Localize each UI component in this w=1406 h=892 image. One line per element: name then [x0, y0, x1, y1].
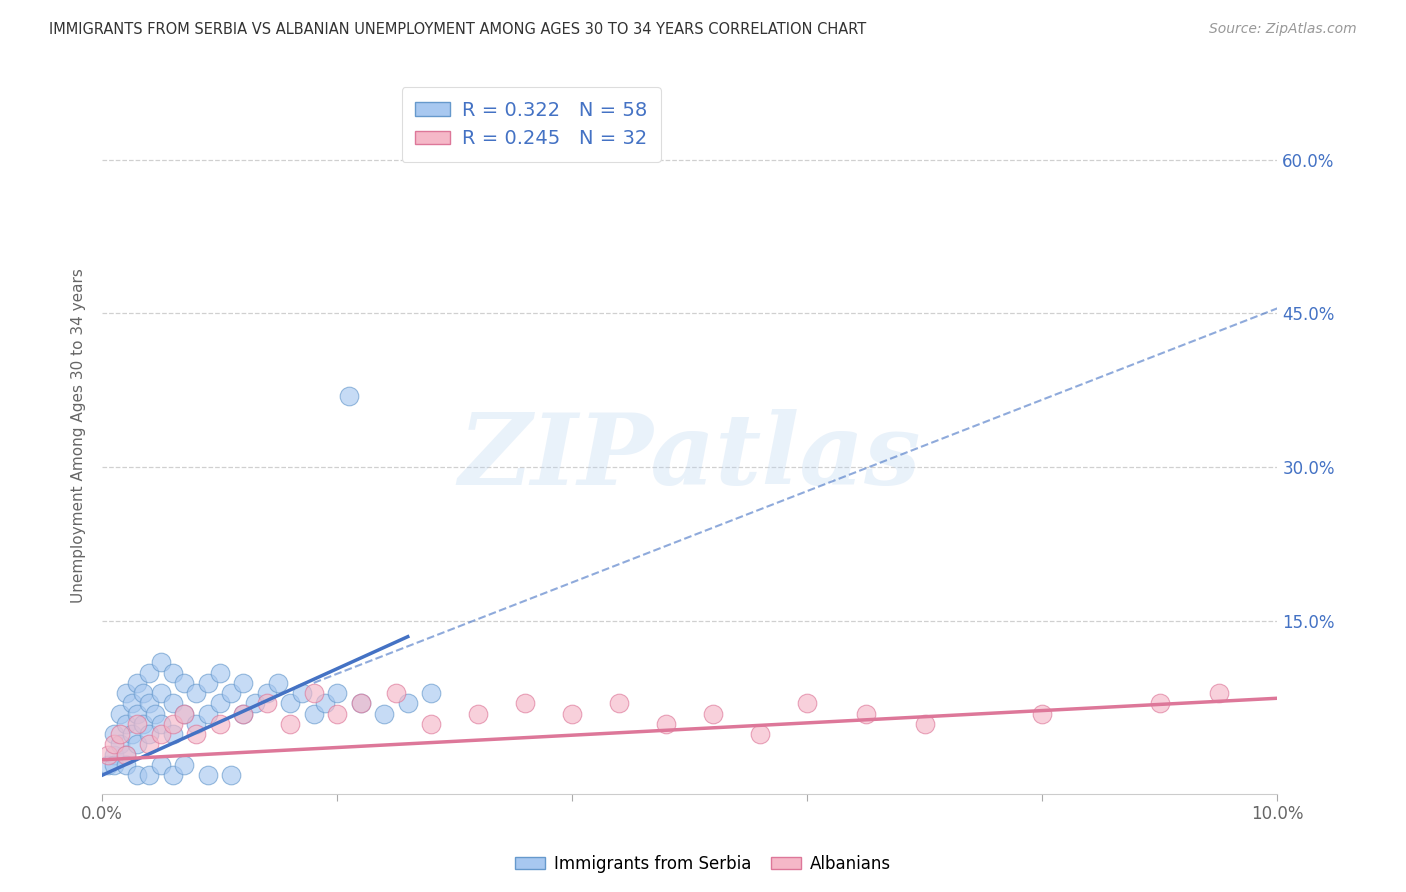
Point	[326, 706, 349, 721]
Point	[515, 697, 537, 711]
Text: ZIPatlas: ZIPatlas	[458, 409, 921, 505]
Point	[103, 738, 125, 752]
Point	[103, 727, 125, 741]
Point	[132, 686, 155, 700]
Legend: Immigrants from Serbia, Albanians: Immigrants from Serbia, Albanians	[509, 848, 897, 880]
Point	[655, 717, 678, 731]
Point	[121, 727, 143, 741]
Point	[291, 686, 314, 700]
Point	[796, 697, 818, 711]
Point	[138, 665, 160, 680]
Point	[337, 388, 360, 402]
Point	[121, 697, 143, 711]
Point	[702, 706, 724, 721]
Point	[197, 676, 219, 690]
Point	[1208, 686, 1230, 700]
Point	[278, 717, 301, 731]
Point	[103, 747, 125, 762]
Point	[1149, 697, 1171, 711]
Point	[114, 747, 136, 762]
Point	[186, 686, 208, 700]
Point	[114, 686, 136, 700]
Y-axis label: Unemployment Among Ages 30 to 34 years: Unemployment Among Ages 30 to 34 years	[72, 268, 86, 603]
Point	[149, 758, 172, 772]
Point	[114, 747, 136, 762]
Point	[127, 717, 149, 731]
Point	[149, 656, 172, 670]
Point	[108, 706, 131, 721]
Point	[420, 686, 443, 700]
Point	[149, 717, 172, 731]
Point	[138, 727, 160, 741]
Point	[138, 768, 160, 782]
Point	[186, 727, 208, 741]
Point	[173, 706, 195, 721]
Point	[173, 706, 195, 721]
Point	[114, 758, 136, 772]
Point	[186, 717, 208, 731]
Text: Source: ZipAtlas.com: Source: ZipAtlas.com	[1209, 22, 1357, 37]
Point	[302, 706, 325, 721]
Point	[162, 697, 184, 711]
Point	[162, 727, 184, 741]
Point	[208, 665, 231, 680]
Point	[315, 697, 337, 711]
Point	[232, 676, 254, 690]
Point	[267, 676, 290, 690]
Point	[173, 758, 195, 772]
Point	[1031, 706, 1053, 721]
Point	[103, 758, 125, 772]
Point	[162, 768, 184, 782]
Point	[173, 676, 195, 690]
Point	[197, 768, 219, 782]
Point	[127, 738, 149, 752]
Point	[208, 717, 231, 731]
Point	[607, 697, 630, 711]
Point	[127, 706, 149, 721]
Point	[97, 747, 120, 762]
Point	[127, 676, 149, 690]
Point	[914, 717, 936, 731]
Point	[350, 697, 373, 711]
Point	[396, 697, 419, 711]
Point	[232, 706, 254, 721]
Text: IMMIGRANTS FROM SERBIA VS ALBANIAN UNEMPLOYMENT AMONG AGES 30 TO 34 YEARS CORREL: IMMIGRANTS FROM SERBIA VS ALBANIAN UNEMP…	[49, 22, 866, 37]
Point	[221, 768, 243, 782]
Point	[114, 717, 136, 731]
Point	[138, 697, 160, 711]
Point	[138, 738, 160, 752]
Point	[278, 697, 301, 711]
Point	[162, 717, 184, 731]
Point	[162, 665, 184, 680]
Point	[127, 768, 149, 782]
Point	[232, 706, 254, 721]
Point	[420, 717, 443, 731]
Point	[561, 706, 583, 721]
Point	[108, 738, 131, 752]
Point	[256, 697, 278, 711]
Point	[467, 706, 489, 721]
Point	[256, 686, 278, 700]
Legend: R = 0.322   N = 58, R = 0.245   N = 32: R = 0.322 N = 58, R = 0.245 N = 32	[402, 87, 661, 162]
Point	[143, 706, 166, 721]
Point	[132, 717, 155, 731]
Point	[149, 727, 172, 741]
Point	[373, 706, 395, 721]
Point	[208, 697, 231, 711]
Point	[149, 686, 172, 700]
Point	[385, 686, 408, 700]
Point	[749, 727, 772, 741]
Point	[221, 686, 243, 700]
Point	[197, 706, 219, 721]
Point	[302, 686, 325, 700]
Point	[97, 758, 120, 772]
Point	[855, 706, 877, 721]
Point	[326, 686, 349, 700]
Point	[108, 727, 131, 741]
Point	[350, 697, 373, 711]
Point	[243, 697, 266, 711]
